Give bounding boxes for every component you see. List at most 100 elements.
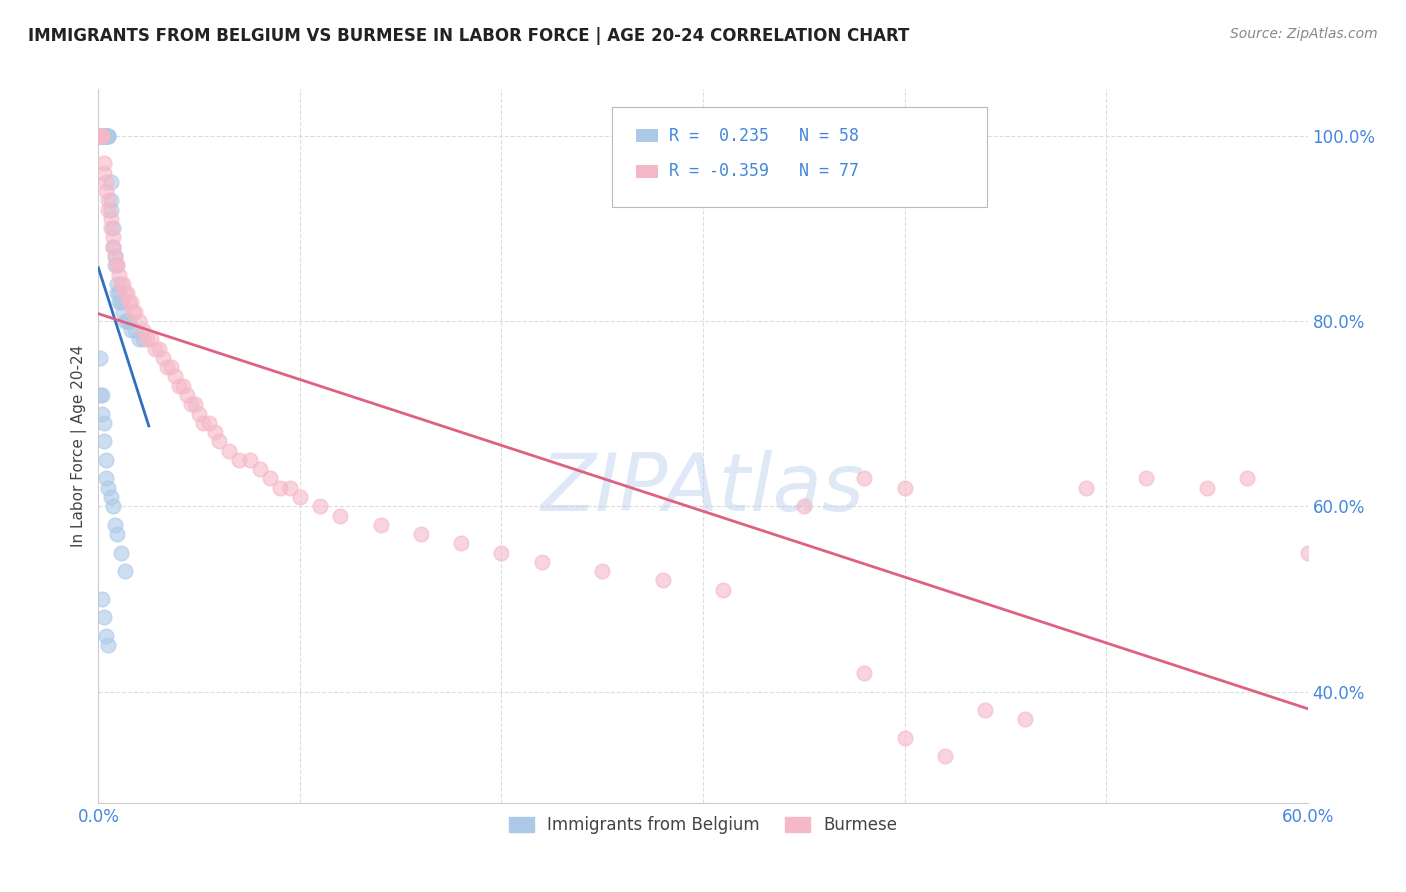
Point xyxy=(91,128,114,143)
Point xyxy=(93,128,115,143)
Text: R = -0.359   N = 77: R = -0.359 N = 77 xyxy=(669,162,859,180)
Point xyxy=(100,490,122,504)
Point xyxy=(111,277,134,291)
Point xyxy=(93,128,115,143)
Point xyxy=(110,545,132,559)
Point xyxy=(91,407,114,421)
Point xyxy=(89,128,111,143)
Point xyxy=(96,184,118,198)
Point xyxy=(370,517,392,532)
Point xyxy=(118,295,141,310)
Point xyxy=(91,128,114,143)
Point xyxy=(591,564,613,578)
Point xyxy=(450,536,472,550)
Point xyxy=(167,378,190,392)
Point xyxy=(218,443,240,458)
Y-axis label: In Labor Force | Age 20-24: In Labor Force | Age 20-24 xyxy=(72,345,87,547)
Point xyxy=(259,471,281,485)
Point xyxy=(101,500,124,514)
Point xyxy=(97,202,120,217)
Point xyxy=(269,481,291,495)
Point xyxy=(893,481,915,495)
Text: R =  0.235   N = 58: R = 0.235 N = 58 xyxy=(669,127,859,145)
Point xyxy=(89,388,111,402)
Text: Source: ZipAtlas.com: Source: ZipAtlas.com xyxy=(1230,27,1378,41)
Point xyxy=(132,323,155,337)
Point xyxy=(96,471,118,485)
Point xyxy=(160,360,183,375)
Point xyxy=(278,481,301,495)
Point xyxy=(89,351,111,365)
Point xyxy=(934,749,956,764)
FancyBboxPatch shape xyxy=(637,165,658,178)
Point xyxy=(96,453,118,467)
Point xyxy=(89,128,111,143)
Point xyxy=(91,128,114,143)
Point xyxy=(91,388,114,402)
Point xyxy=(107,268,129,282)
Point xyxy=(135,333,157,347)
Point xyxy=(239,453,262,467)
Point xyxy=(530,555,553,569)
Point xyxy=(100,175,122,189)
Point xyxy=(132,333,155,347)
Point xyxy=(101,240,124,254)
Point xyxy=(93,434,115,449)
Point xyxy=(651,574,673,588)
Point xyxy=(100,194,122,208)
Point xyxy=(101,230,124,244)
Point xyxy=(96,629,118,643)
Point xyxy=(120,295,142,310)
Point xyxy=(156,360,179,375)
Point xyxy=(103,258,125,272)
Point xyxy=(1195,481,1218,495)
Point xyxy=(124,323,146,337)
Point xyxy=(114,286,136,301)
Point xyxy=(111,304,134,318)
Point xyxy=(103,517,125,532)
Point xyxy=(100,221,122,235)
Point xyxy=(105,258,128,272)
Point xyxy=(107,286,129,301)
Point xyxy=(97,128,120,143)
Point xyxy=(128,333,150,347)
Point xyxy=(1236,471,1258,485)
Point xyxy=(188,407,211,421)
Point xyxy=(97,128,120,143)
Point xyxy=(309,500,332,514)
Point xyxy=(793,500,815,514)
Point xyxy=(93,610,115,624)
Point xyxy=(89,128,111,143)
Point xyxy=(91,128,114,143)
Point xyxy=(93,416,115,430)
Point xyxy=(143,342,166,356)
Point xyxy=(128,314,150,328)
Point xyxy=(409,527,432,541)
Point xyxy=(107,295,129,310)
Point xyxy=(105,277,128,291)
Point xyxy=(491,545,513,559)
Text: ZIPAtlas: ZIPAtlas xyxy=(541,450,865,528)
Text: IMMIGRANTS FROM BELGIUM VS BURMESE IN LABOR FORCE | AGE 20-24 CORRELATION CHART: IMMIGRANTS FROM BELGIUM VS BURMESE IN LA… xyxy=(28,27,910,45)
Point xyxy=(124,304,146,318)
Point xyxy=(711,582,734,597)
Point xyxy=(1296,545,1319,559)
Point xyxy=(96,128,118,143)
Point xyxy=(193,416,215,430)
Point xyxy=(100,211,122,226)
Point xyxy=(288,490,311,504)
Point xyxy=(103,249,125,263)
Point xyxy=(96,128,118,143)
Point xyxy=(118,314,141,328)
Point xyxy=(115,286,138,301)
Point xyxy=(101,240,124,254)
Point xyxy=(204,425,226,439)
Point xyxy=(93,128,115,143)
Point xyxy=(853,471,876,485)
Point xyxy=(96,128,118,143)
Point xyxy=(97,638,120,652)
Point xyxy=(110,295,132,310)
Point xyxy=(105,258,128,272)
Point xyxy=(208,434,231,449)
Point xyxy=(228,453,250,467)
